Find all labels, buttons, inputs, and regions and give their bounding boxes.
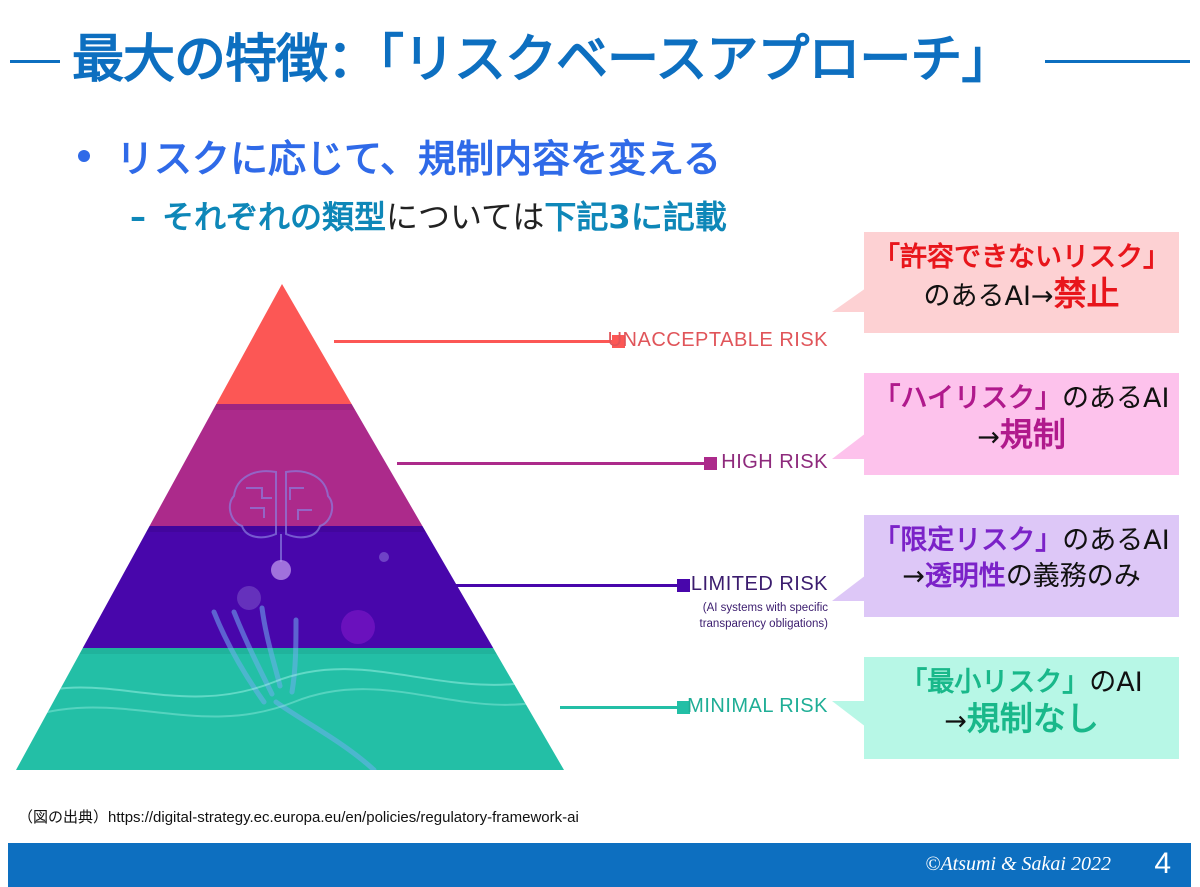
leader-line-high <box>397 457 717 470</box>
bullet-level2-plain: については <box>386 198 545 236</box>
risk-pyramid-graphic <box>16 284 564 770</box>
bullet-dash-icon: – <box>130 198 146 236</box>
callout-minimal-arrow: → <box>944 706 967 737</box>
title-decor-line-right <box>1045 60 1190 63</box>
callout-limited-result: 透明性 <box>924 561 1006 592</box>
source-citation: （図の出典）https://digital-strategy.ec.europa… <box>18 806 579 827</box>
callout-high-result: 規制 <box>999 415 1066 454</box>
risk-sublabel-limited-2: transparency obligations) <box>699 618 829 630</box>
source-url-link[interactable]: https://digital-strategy.ec.europa.eu/en… <box>108 809 579 826</box>
leader-line-limited <box>448 579 690 592</box>
callout-tail <box>832 433 866 459</box>
callout-minimal-line1: 「最小リスク」 <box>900 667 1090 698</box>
risk-sublabel-limited-1: (AI systems with specific <box>702 602 828 614</box>
callout-unacceptable-pre: のあるAI→ <box>923 281 1054 312</box>
leader-line-minimal <box>560 701 690 714</box>
source-label: （図の出典） <box>18 809 109 826</box>
callout-high-line1: 「ハイリスク」 <box>873 383 1063 414</box>
bullet-level2-highlight-1: それぞれの類型 <box>162 198 387 236</box>
callout-limited-arrow: → <box>902 561 925 592</box>
bullet-level2-highlight-2: 下記3に記載 <box>544 198 727 236</box>
bullet-level1: リスクに応じて、規制内容を変える <box>78 128 721 183</box>
footer-bar: ©Atsumi & Sakai 2022 4 <box>8 843 1191 887</box>
bullet-level1-text: リスクに応じて、規制内容を変える <box>116 137 721 181</box>
risk-label-high: HIGH RISK <box>721 451 828 473</box>
title-decor-line-left <box>10 60 60 63</box>
bullet-level2: – それぞれの類型については下記3に記載 <box>130 192 727 238</box>
footer-copyright: ©Atsumi & Sakai 2022 <box>925 853 1111 875</box>
callout-unacceptable-line1: 「許容できないリスク」 <box>873 242 1170 273</box>
title-row: 最大の特徴：「リスクベースアプローチ」 <box>0 22 1200 102</box>
callout-unacceptable-result: 禁止 <box>1053 274 1120 313</box>
callout-tail <box>832 701 866 727</box>
risk-label-limited: LIMITED RISK <box>690 573 828 595</box>
bullet-dot-icon <box>78 149 90 162</box>
callout-tail <box>832 288 866 312</box>
risk-label-unacceptable: UNACCEPTABLE RISK <box>607 329 828 351</box>
brain-icon <box>228 470 334 562</box>
leader-line-unacceptable <box>334 335 625 348</box>
callout-high-line1-post: のあるAI <box>1062 383 1170 414</box>
callout-limited-line1: 「限定リスク」 <box>873 525 1063 556</box>
callout-high: 「ハイリスク」のあるAI →規制 <box>832 373 1179 475</box>
callout-tail <box>832 575 866 601</box>
callout-limited: 「限定リスク」のあるAI →透明性の義務のみ <box>832 515 1179 617</box>
callout-limited-line1-post: のあるAI <box>1062 525 1170 556</box>
callout-unacceptable: 「許容できないリスク」 のあるAI→禁止 <box>832 232 1179 333</box>
callout-high-arrow: → <box>977 422 1000 453</box>
callout-limited-line2-post: の義務のみ <box>1005 561 1141 592</box>
callout-minimal-line1-post: のAI <box>1089 667 1143 698</box>
page-number: 4 <box>1154 847 1171 880</box>
risk-label-minimal: MINIMAL RISK <box>687 695 828 717</box>
page-title: 最大の特徴：「リスクベースアプローチ」 <box>72 30 1013 90</box>
pyramid-level-high <box>16 404 564 526</box>
callout-minimal: 「最小リスク」のAI →規制なし <box>832 657 1179 759</box>
pyramid-level-unacceptable <box>16 284 564 404</box>
callout-minimal-result: 規制なし <box>966 699 1099 738</box>
